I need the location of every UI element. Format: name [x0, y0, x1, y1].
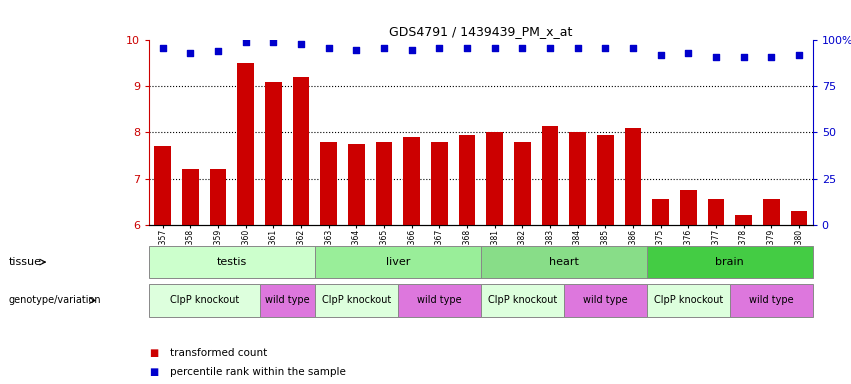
Point: [737, 54, 751, 60]
Point: [571, 45, 585, 51]
Text: wild type: wild type: [749, 295, 793, 306]
Text: ■: ■: [149, 348, 158, 358]
Point: [432, 45, 446, 51]
Bar: [791, 211, 807, 225]
Point: [598, 45, 612, 51]
Point: [184, 50, 197, 56]
Bar: [514, 142, 531, 225]
Text: liver: liver: [386, 257, 410, 267]
Bar: [209, 169, 226, 225]
Bar: [486, 132, 503, 225]
Point: [266, 39, 280, 45]
Bar: [762, 199, 780, 225]
Text: wild type: wild type: [583, 295, 627, 306]
Text: wild type: wild type: [417, 295, 461, 306]
Bar: [293, 77, 309, 225]
Point: [405, 46, 419, 53]
Text: genotype/variation: genotype/variation: [9, 295, 101, 306]
Bar: [625, 128, 642, 225]
Point: [156, 45, 169, 51]
Title: GDS4791 / 1439439_PM_x_at: GDS4791 / 1439439_PM_x_at: [389, 25, 573, 38]
Text: ClpP knockout: ClpP knockout: [654, 295, 722, 306]
Bar: [680, 190, 696, 225]
Text: heart: heart: [549, 257, 579, 267]
Text: testis: testis: [217, 257, 247, 267]
Text: brain: brain: [716, 257, 744, 267]
Text: transformed count: transformed count: [170, 348, 267, 358]
Point: [709, 54, 722, 60]
Bar: [348, 144, 364, 225]
Bar: [376, 142, 392, 225]
Bar: [735, 215, 751, 225]
Bar: [266, 82, 282, 225]
Text: percentile rank within the sample: percentile rank within the sample: [170, 367, 346, 377]
Point: [460, 45, 474, 51]
Point: [377, 45, 391, 51]
Bar: [597, 135, 614, 225]
Bar: [707, 199, 724, 225]
Point: [516, 45, 529, 51]
Point: [488, 45, 501, 51]
Text: ■: ■: [149, 367, 158, 377]
Text: ClpP knockout: ClpP knockout: [322, 295, 391, 306]
Point: [764, 54, 778, 60]
Bar: [154, 146, 171, 225]
Point: [294, 41, 308, 47]
Text: ClpP knockout: ClpP knockout: [169, 295, 239, 306]
Point: [654, 52, 667, 58]
Point: [322, 45, 335, 51]
Point: [792, 52, 806, 58]
Bar: [403, 137, 420, 225]
Text: wild type: wild type: [265, 295, 310, 306]
Bar: [182, 169, 198, 225]
Bar: [569, 132, 585, 225]
Text: tissue: tissue: [9, 257, 42, 267]
Point: [211, 48, 225, 55]
Bar: [431, 142, 448, 225]
Text: ClpP knockout: ClpP knockout: [488, 295, 557, 306]
Point: [350, 46, 363, 53]
Point: [543, 45, 557, 51]
Point: [682, 50, 695, 56]
Point: [626, 45, 640, 51]
Bar: [459, 135, 475, 225]
Bar: [652, 199, 669, 225]
Point: [239, 39, 253, 45]
Bar: [320, 142, 337, 225]
Bar: [237, 63, 254, 225]
Bar: [541, 126, 558, 225]
